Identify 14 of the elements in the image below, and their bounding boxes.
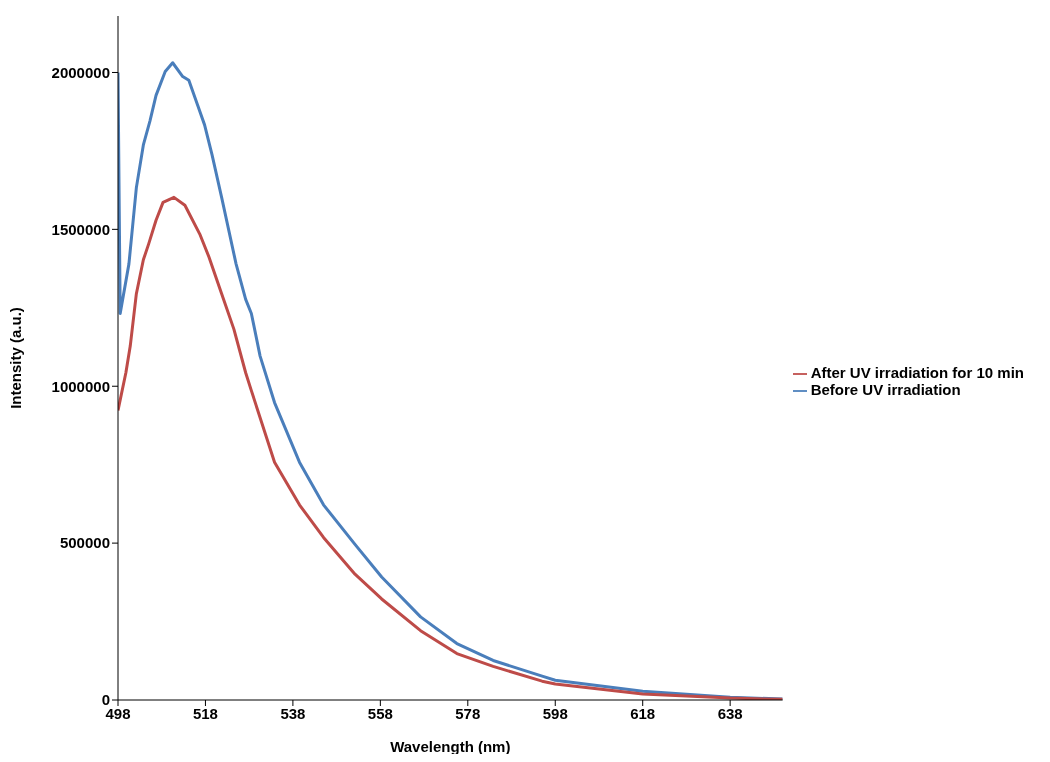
y-tick-label: 2000000 [51, 63, 110, 81]
x-tick-label: 638 [717, 704, 743, 722]
legend-label: After UV irradiation for 10 min [810, 363, 1024, 381]
x-tick-label: 618 [630, 704, 656, 722]
y-tick-label: 1000000 [51, 377, 110, 395]
y-tick-label: 1500000 [51, 220, 110, 238]
x-tick-label: 558 [367, 704, 393, 722]
y-tick-label: 500000 [59, 534, 110, 552]
x-tick-label: 518 [192, 704, 218, 722]
x-tick-label: 598 [542, 704, 568, 722]
x-tick-label: 538 [280, 704, 306, 722]
y-axis-title: Intensity (a.u.) [7, 307, 25, 409]
x-tick-label: 578 [455, 704, 481, 722]
legend-label: Before UV irradiation [810, 381, 961, 398]
